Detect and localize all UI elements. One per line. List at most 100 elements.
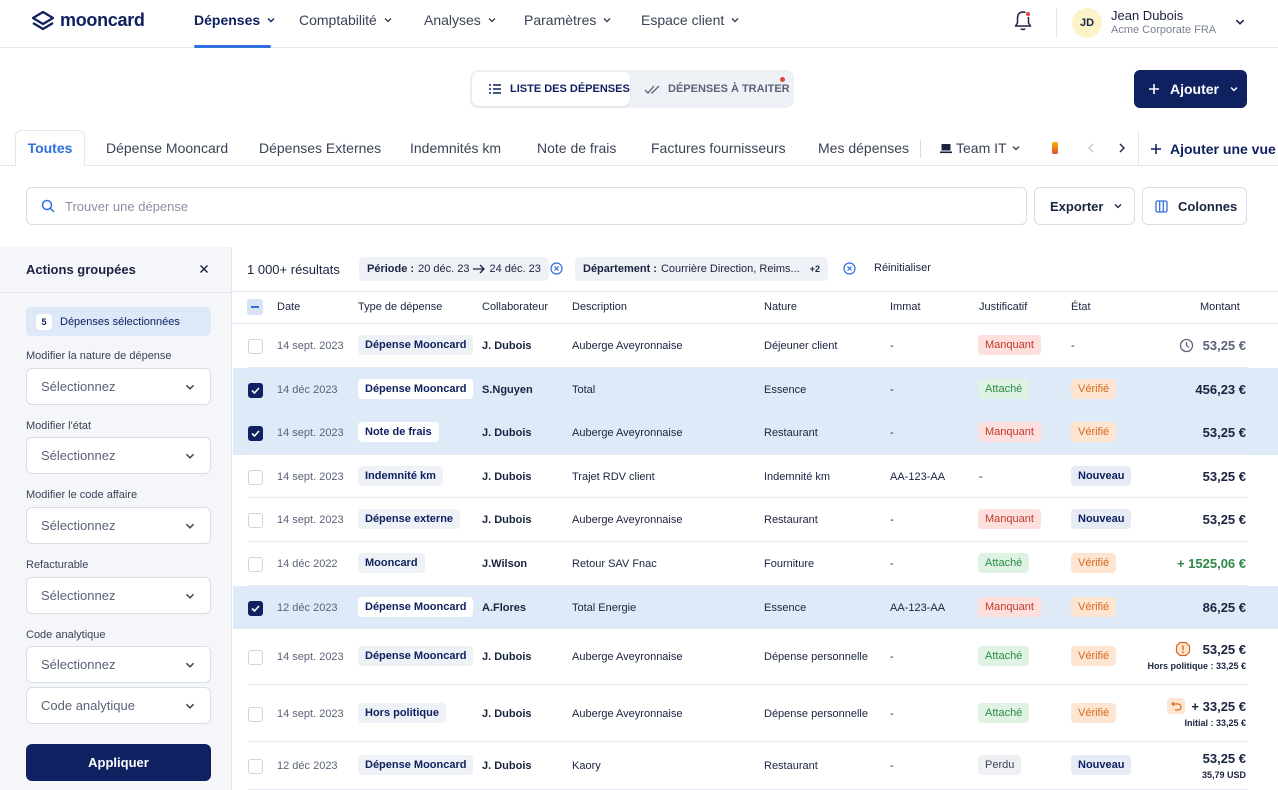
close-icon[interactable] bbox=[199, 264, 209, 274]
table-row[interactable]: 12 déc 2023 Dépense Mooncard J. Dubois Kaor… bbox=[233, 742, 1278, 790]
cell-nature: Indemnité km bbox=[764, 471, 831, 483]
divider bbox=[0, 292, 232, 293]
row-checkbox[interactable] bbox=[248, 513, 263, 528]
selected-count-chip: 5 Dépenses sélectionnées bbox=[26, 307, 211, 336]
mooncard-logo[interactable]: mooncard bbox=[32, 10, 145, 31]
row-checkbox[interactable] bbox=[248, 383, 263, 398]
nav-parametres[interactable]: Paramètres bbox=[524, 12, 612, 28]
next-tab-emoji-icon bbox=[1052, 142, 1058, 154]
analytic-code-value-select[interactable]: Code analytique bbox=[26, 687, 211, 724]
export-button[interactable]: Exporter bbox=[1034, 187, 1135, 225]
cell-collaborator: A.Flores bbox=[482, 602, 527, 614]
period-filter-chip[interactable]: Période : 20 déc. 23 24 déc. 23 bbox=[359, 257, 549, 281]
avatar[interactable]: JD bbox=[1072, 8, 1102, 38]
chevron-down-icon bbox=[185, 662, 195, 668]
field-label: Modifier l'état bbox=[26, 420, 92, 432]
nav-espace-client[interactable]: Espace client bbox=[641, 12, 740, 28]
col-type[interactable]: Type de dépense bbox=[358, 301, 443, 313]
tab-indemnites-km[interactable]: Indemnités km bbox=[410, 140, 502, 156]
nav-analyses[interactable]: Analyses bbox=[424, 12, 497, 28]
amount-subtext: Initial : 33,25 € bbox=[1184, 718, 1246, 728]
cell-immat: - bbox=[890, 384, 894, 396]
col-description[interactable]: Description bbox=[572, 301, 628, 313]
row-checkbox[interactable] bbox=[248, 707, 263, 722]
chevron-down-icon bbox=[185, 703, 195, 709]
toggle-todo-view[interactable]: DÉPENSES À TRAITER bbox=[644, 72, 790, 106]
expense-type-pill: Indemnité km bbox=[358, 466, 443, 486]
nav-label: Dépenses bbox=[194, 12, 261, 28]
row-divider bbox=[248, 410, 1248, 411]
table-row[interactable]: 14 sept. 2023 Dépense Mooncard J. Dubois Au… bbox=[233, 324, 1278, 368]
tab-team-it[interactable]: Team IT bbox=[940, 140, 1021, 156]
tab-depense-mooncard[interactable]: Dépense Mooncard bbox=[106, 140, 229, 156]
nature-select[interactable]: Sélectionnez bbox=[26, 368, 211, 405]
col-amount[interactable]: Montant bbox=[1200, 301, 1240, 313]
row-checkbox[interactable] bbox=[248, 650, 263, 665]
remove-period-filter-icon[interactable] bbox=[550, 262, 563, 275]
add-button[interactable]: Ajouter bbox=[1134, 70, 1247, 108]
cell-immat: - bbox=[890, 514, 894, 526]
department-filter-chip[interactable]: Département : Courrière Direction, Reims… bbox=[575, 257, 828, 281]
cell-amount: 53,25 € bbox=[1202, 512, 1246, 527]
row-checkbox[interactable] bbox=[248, 601, 263, 616]
state-select[interactable]: Sélectionnez bbox=[26, 437, 211, 474]
search-input[interactable] bbox=[65, 198, 965, 214]
cell-description: Total Energie bbox=[572, 602, 637, 614]
expense-type-pill: Dépense externe bbox=[358, 509, 461, 529]
cell-amount: + 1525,06 € bbox=[1176, 556, 1246, 571]
nav-depenses[interactable]: Dépenses bbox=[194, 12, 276, 28]
table-row[interactable]: 14 sept. 2023 Dépense Mooncard J. Dubois Au… bbox=[233, 629, 1278, 685]
table-row[interactable]: 12 déc 2023 Dépense Mooncard A.Flores Total… bbox=[233, 586, 1278, 629]
table-row[interactable]: 14 déc 2023 Dépense Mooncard S.Nguyen Total… bbox=[233, 368, 1278, 411]
table-row[interactable]: 14 sept. 2023 Note de frais J. Dubois Auber… bbox=[233, 411, 1278, 455]
cell-date: 14 sept. 2023 bbox=[277, 651, 344, 663]
tab-note-de-frais[interactable]: Note de frais bbox=[537, 140, 617, 156]
select-all-checkbox[interactable] bbox=[247, 299, 263, 315]
tabs-prev-icon[interactable] bbox=[1087, 143, 1095, 153]
cell-nature: Restaurant bbox=[764, 427, 818, 439]
user-name[interactable]: Jean Dubois bbox=[1111, 8, 1184, 23]
tabs-next-icon[interactable] bbox=[1118, 143, 1126, 153]
reset-filters-button[interactable]: Réinitialiser bbox=[874, 262, 931, 274]
view-toggle: LISTE DES DÉPENSES DÉPENSES À TRAITER bbox=[470, 70, 794, 108]
row-checkbox[interactable] bbox=[248, 759, 263, 774]
cell-nature: Essence bbox=[764, 602, 807, 614]
col-nature[interactable]: Nature bbox=[764, 301, 798, 313]
table-row[interactable]: 14 sept. 2023 Dépense externe J. Dubois Aub… bbox=[233, 498, 1278, 542]
user-menu-chevron-icon[interactable] bbox=[1234, 16, 1246, 28]
apply-button[interactable]: Appliquer bbox=[26, 744, 211, 781]
business-code-select[interactable]: Sélectionnez bbox=[26, 507, 211, 544]
col-date[interactable]: Date bbox=[277, 301, 301, 313]
cell-immat: - bbox=[890, 708, 894, 720]
row-checkbox[interactable] bbox=[248, 557, 263, 572]
nav-comptabilite[interactable]: Comptabilité bbox=[299, 12, 393, 28]
toggle-todo-label: DÉPENSES À TRAITER bbox=[668, 83, 790, 95]
add-view-button[interactable]: Ajouter une vue bbox=[1150, 141, 1276, 157]
tab-mes-depenses[interactable]: Mes dépenses bbox=[818, 140, 910, 156]
cell-amount: 53,25 € bbox=[1202, 469, 1246, 484]
table-row[interactable]: 14 sept. 2023 Indemnité km J. Dubois Trajet… bbox=[233, 455, 1278, 498]
rebillable-select[interactable]: Sélectionnez bbox=[26, 577, 211, 614]
row-checkbox[interactable] bbox=[248, 470, 263, 485]
period-from: 20 déc. 23 bbox=[418, 263, 470, 275]
toggle-list-view[interactable]: LISTE DES DÉPENSES bbox=[472, 72, 630, 106]
table-row[interactable]: 14 sept. 2023 Hors politique J. Dubois Aube… bbox=[233, 685, 1278, 742]
col-immat[interactable]: Immat bbox=[890, 301, 921, 313]
select-value: Sélectionnez bbox=[41, 379, 116, 394]
col-collaborator[interactable]: Collaborateur bbox=[482, 301, 549, 313]
table-row[interactable]: 14 déc 2022 Mooncard J.Wilson Retour SAV Fn… bbox=[233, 542, 1278, 586]
tab-factures-fournisseurs[interactable]: Factures fournisseurs bbox=[651, 140, 786, 156]
row-checkbox[interactable] bbox=[248, 339, 263, 354]
chevron-down-icon bbox=[488, 18, 496, 23]
analytic-code-select[interactable]: Sélectionnez bbox=[26, 646, 211, 683]
expense-type-pill: Note de frais bbox=[358, 422, 439, 442]
columns-button[interactable]: Colonnes bbox=[1142, 187, 1247, 225]
remove-department-filter-icon[interactable] bbox=[843, 262, 856, 275]
tab-depenses-externes[interactable]: Dépenses Externes bbox=[259, 140, 382, 156]
tab-toutes[interactable]: Toutes bbox=[15, 130, 85, 166]
col-state[interactable]: État bbox=[1071, 301, 1091, 313]
receipt-status-badge: Manquant bbox=[978, 335, 1041, 355]
row-checkbox[interactable] bbox=[248, 426, 263, 441]
col-receipt[interactable]: Justificatif bbox=[979, 301, 1028, 313]
double-check-icon bbox=[644, 85, 660, 94]
